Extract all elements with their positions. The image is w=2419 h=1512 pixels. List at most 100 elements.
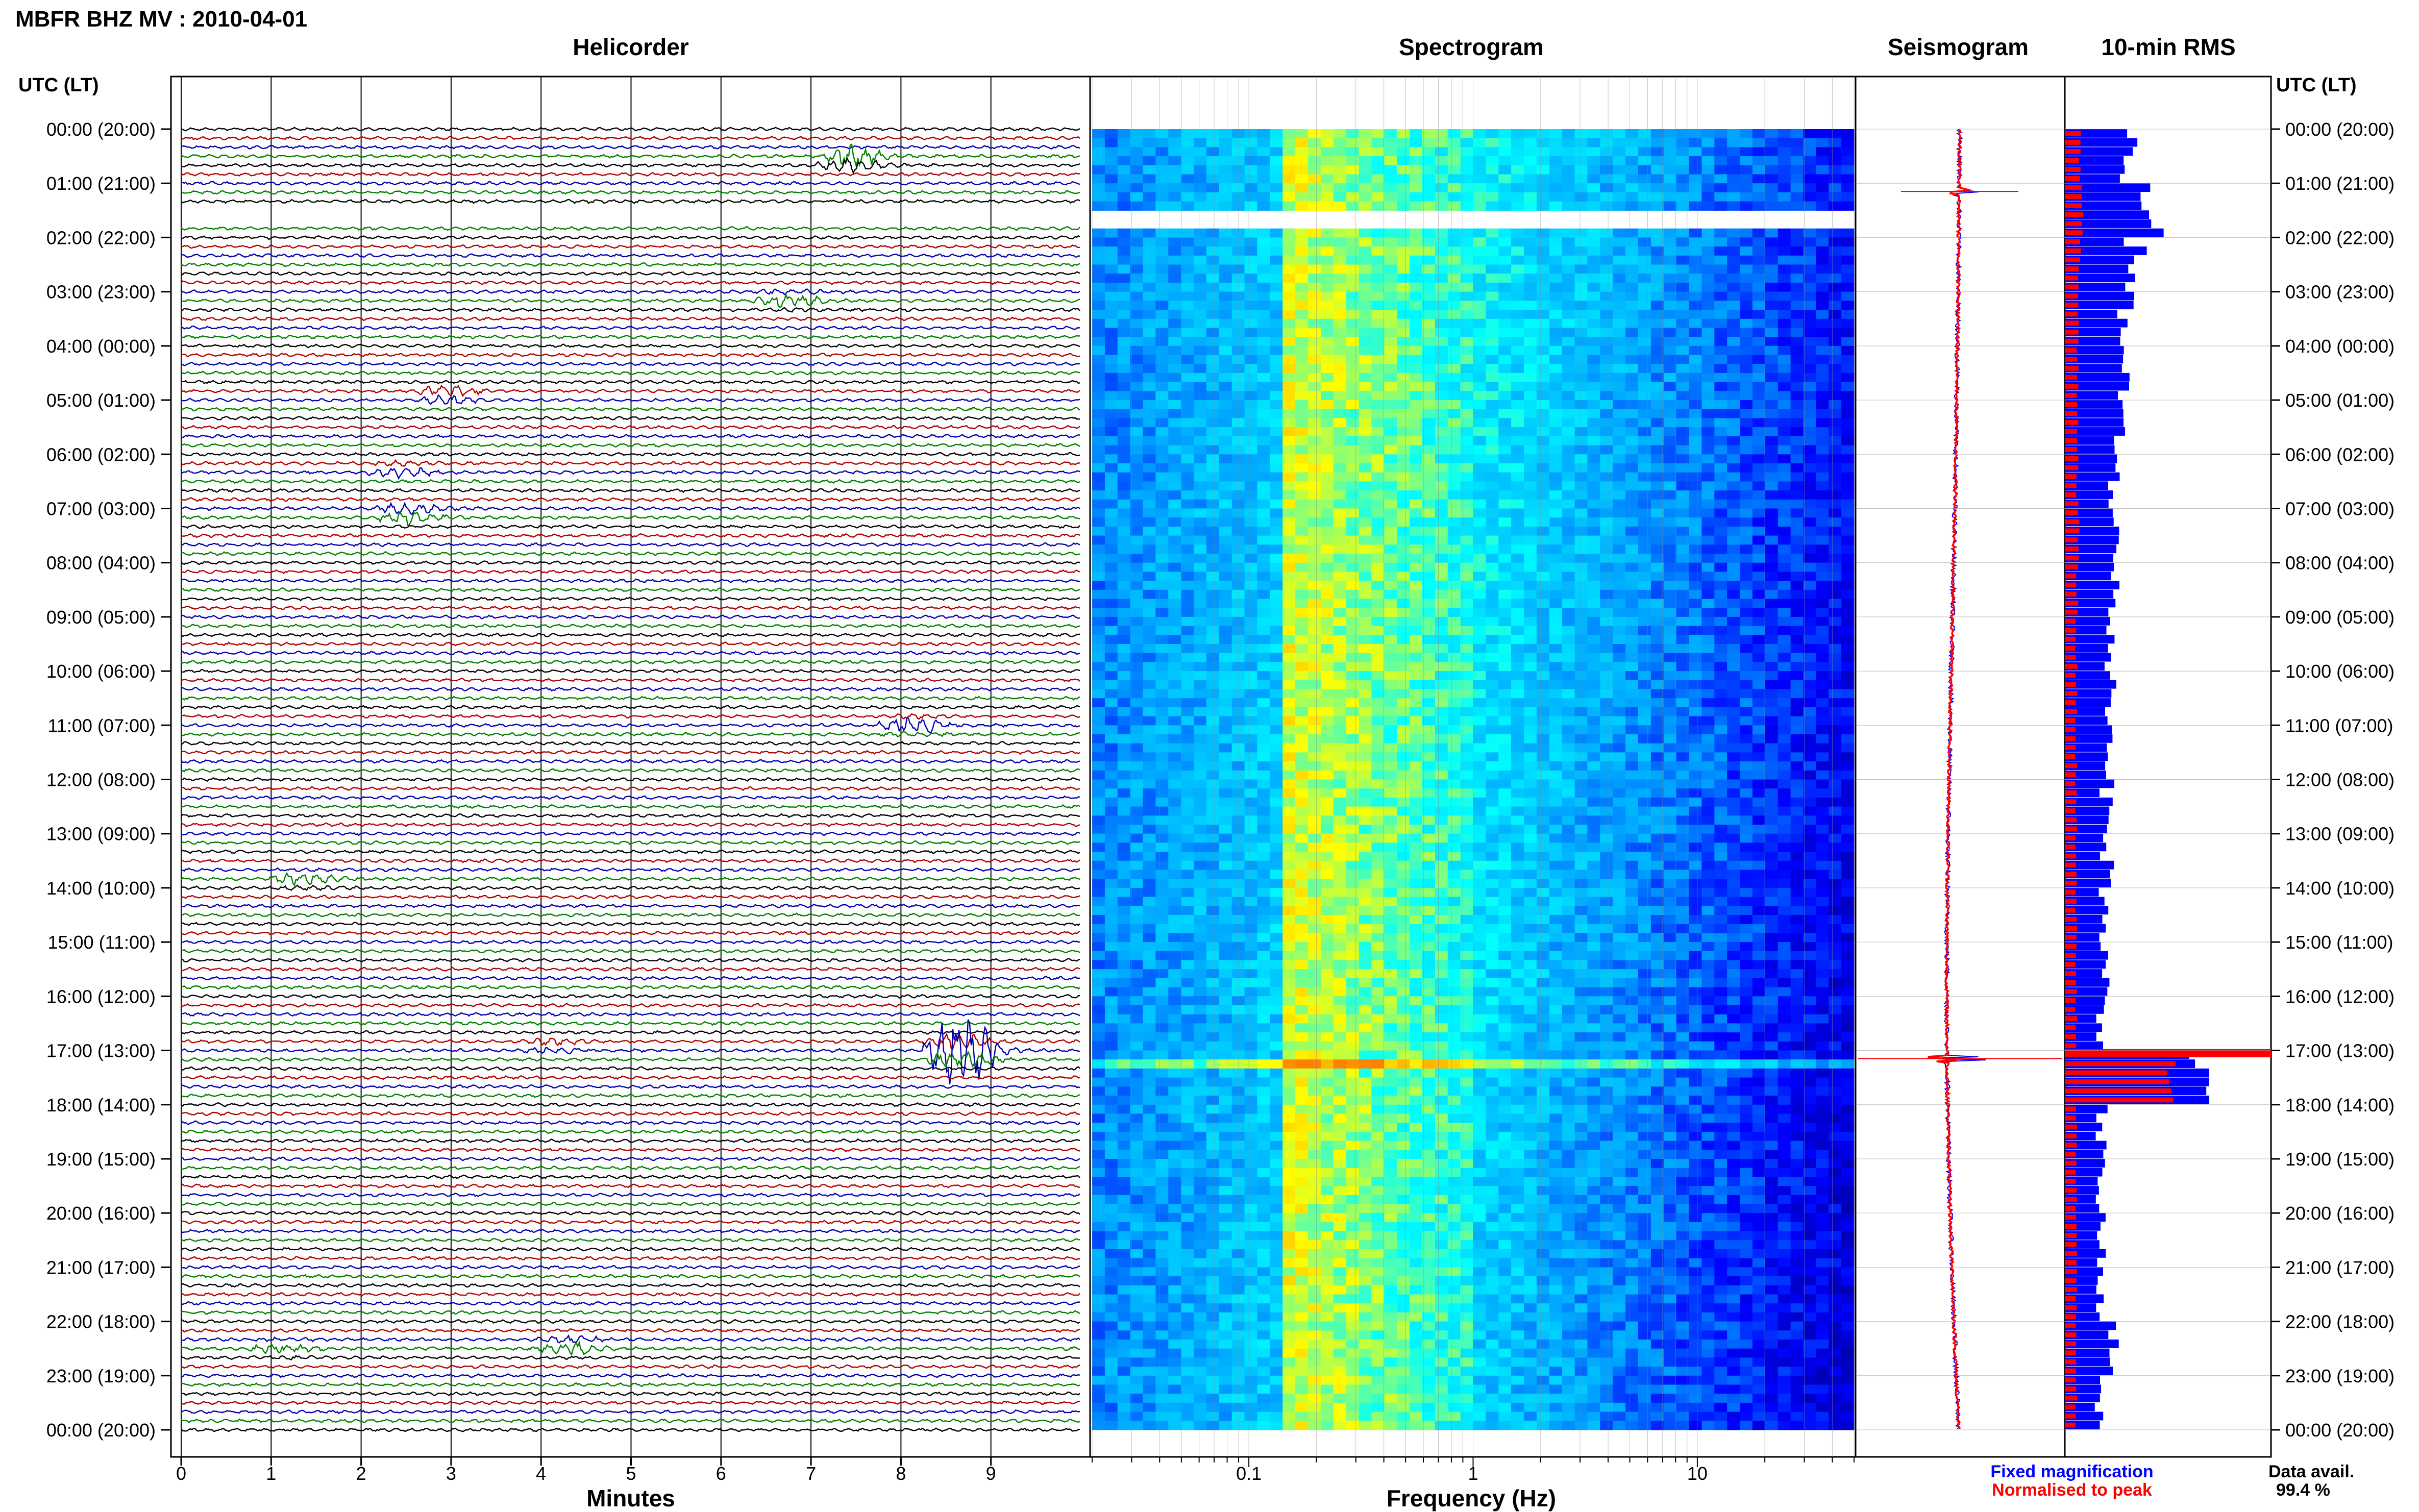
spectrogram-cell bbox=[1092, 1059, 1105, 1069]
spectrogram-cell bbox=[1308, 274, 1321, 283]
spectrogram-cell bbox=[1194, 1014, 1207, 1024]
spectrogram-cell bbox=[1181, 499, 1194, 509]
spectrogram-cell bbox=[1155, 1375, 1169, 1385]
spectrogram-cell bbox=[1460, 1321, 1474, 1331]
spectrogram-cell bbox=[1473, 328, 1486, 337]
spectrogram-cell bbox=[1460, 1077, 1474, 1087]
spectrogram-cell bbox=[1231, 581, 1245, 590]
spectrogram-cell bbox=[1231, 1141, 1245, 1150]
spectrogram-cell bbox=[1244, 589, 1258, 600]
spectrogram-cell bbox=[1460, 1294, 1474, 1304]
spectrogram-cell bbox=[1397, 499, 1410, 509]
spectrogram-cell bbox=[1447, 1258, 1461, 1268]
spectrogram-cell bbox=[1155, 1195, 1169, 1205]
spectrogram-cell bbox=[1473, 156, 1486, 166]
spectrogram-cell bbox=[1486, 129, 1499, 139]
spectrogram-cell bbox=[1143, 689, 1156, 699]
spectrogram-cell bbox=[1486, 481, 1499, 491]
spectrogram-cell bbox=[1155, 1213, 1169, 1223]
spectrogram-cell bbox=[1168, 698, 1181, 708]
spectrogram-cell bbox=[1511, 1240, 1524, 1250]
spectrogram-cell bbox=[1104, 761, 1118, 771]
spectrogram-cell bbox=[1155, 870, 1169, 879]
spectrogram-cell bbox=[1359, 1312, 1372, 1322]
spectrogram-cell bbox=[1168, 282, 1181, 292]
spectrogram-cell bbox=[1384, 282, 1397, 292]
spectrogram-cell bbox=[1384, 301, 1397, 310]
spectrogram-cell bbox=[1447, 1005, 1461, 1015]
spectrogram-cell bbox=[1168, 897, 1181, 906]
spectrogram-cell bbox=[1168, 707, 1181, 717]
spectrogram-cell bbox=[1130, 635, 1144, 645]
spectrogram-cell bbox=[1143, 1267, 1156, 1277]
spectrogram-cell bbox=[1194, 825, 1207, 834]
spectrogram-cell bbox=[1244, 364, 1258, 374]
spectrogram-cell bbox=[1155, 599, 1169, 608]
spectrogram-cell bbox=[1295, 897, 1309, 906]
spectrogram-cell bbox=[1498, 1258, 1512, 1268]
helicorder-trace bbox=[181, 1319, 1080, 1324]
spectrogram-cell bbox=[1473, 246, 1486, 256]
spectrogram-cell bbox=[1219, 165, 1232, 175]
spectrogram-cell bbox=[1244, 129, 1258, 139]
spectrogram-cell bbox=[1155, 1005, 1169, 1015]
spectrogram-cell bbox=[1130, 436, 1144, 446]
spectrogram-cell bbox=[1384, 960, 1397, 970]
spectrogram-cell bbox=[1460, 1357, 1474, 1367]
spectrogram-cell bbox=[1511, 788, 1524, 798]
spectrogram-cell bbox=[1219, 345, 1232, 356]
spectrogram-cell bbox=[1308, 842, 1321, 852]
spectrogram-cell bbox=[1270, 201, 1283, 211]
spectrogram-cell bbox=[1104, 499, 1118, 509]
spectrogram-cell bbox=[1295, 1394, 1309, 1403]
spectrogram-cell bbox=[1219, 707, 1232, 717]
spectrogram-cell bbox=[1308, 237, 1321, 247]
spectrogram-cell bbox=[1282, 852, 1296, 861]
spectrogram-cell bbox=[1333, 1402, 1347, 1412]
spectrogram-cell bbox=[1244, 969, 1258, 979]
spectrogram-cell bbox=[1117, 761, 1131, 771]
helicorder-xtick-label: 6 bbox=[716, 1463, 726, 1484]
spectrogram-cell bbox=[1181, 373, 1194, 383]
spectrogram-cell bbox=[1168, 1402, 1181, 1412]
spectrogram-cell bbox=[1130, 978, 1144, 988]
spectrogram-cell bbox=[1333, 906, 1347, 915]
spectrogram-cell bbox=[1320, 282, 1334, 292]
spectrogram-cell bbox=[1244, 815, 1258, 825]
spectrogram-cell bbox=[1498, 1068, 1512, 1078]
spectrogram-cell bbox=[1155, 228, 1169, 238]
spectrogram-cell bbox=[1231, 1330, 1245, 1340]
spectrogram-cell bbox=[1486, 1168, 1499, 1177]
spectrogram-cell bbox=[1295, 382, 1309, 391]
spectrogram-cell bbox=[1371, 1321, 1385, 1331]
spectrogram-cell bbox=[1143, 481, 1156, 491]
spectrogram-cell bbox=[1143, 291, 1156, 301]
spectrogram-cell bbox=[1092, 1340, 1105, 1349]
spectrogram-cell bbox=[1410, 1375, 1423, 1385]
spectrogram-cell bbox=[1422, 183, 1436, 193]
spectrogram-cell bbox=[1231, 825, 1245, 834]
spectrogram-cell bbox=[1282, 562, 1296, 572]
spectrogram-cell bbox=[1282, 517, 1296, 527]
spectrogram-cell bbox=[1181, 490, 1194, 500]
spectrogram-cell bbox=[1257, 544, 1270, 554]
spectrogram-cell bbox=[1397, 1168, 1410, 1177]
spectrogram-cell bbox=[1104, 1357, 1118, 1367]
spectrogram-cell bbox=[1384, 337, 1397, 346]
spectrogram-cell bbox=[1422, 960, 1436, 970]
spectrogram-cell bbox=[1435, 400, 1448, 410]
spectrogram-cell bbox=[1473, 806, 1486, 816]
helicorder-trace bbox=[181, 226, 1080, 231]
spectrogram-cell bbox=[1155, 1059, 1169, 1069]
spectrogram-cell bbox=[1282, 201, 1296, 211]
spectrogram-cell bbox=[1397, 147, 1410, 157]
spectrogram-cell bbox=[1320, 1294, 1334, 1304]
spectrogram-cell bbox=[1104, 156, 1118, 166]
spectrogram-cell bbox=[1511, 761, 1524, 771]
spectrogram-cell bbox=[1168, 1050, 1181, 1060]
spectrogram-cell bbox=[1473, 1068, 1486, 1078]
spectrogram-cell bbox=[1422, 1131, 1436, 1142]
spectrogram-cell bbox=[1460, 1123, 1474, 1132]
spectrogram-cell bbox=[1384, 1258, 1397, 1268]
spectrogram-cell bbox=[1486, 887, 1499, 898]
